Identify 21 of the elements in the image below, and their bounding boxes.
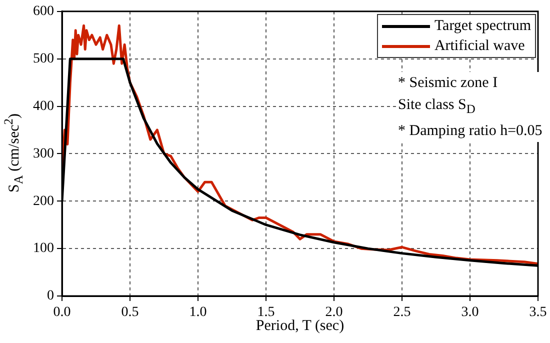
x-axis-title: Period, T (sec) <box>256 318 344 334</box>
x-tick-label: 2.5 <box>393 305 411 320</box>
x-tick-label: 1.5 <box>257 305 275 320</box>
x-tick-label: 2.0 <box>325 305 343 320</box>
x-tick-label: 1.0 <box>189 305 207 320</box>
legend-label: Artificial wave <box>434 38 525 54</box>
annotation: * Damping ratio h=0.05 <box>398 122 542 141</box>
x-tick-label: 3.0 <box>461 305 479 320</box>
y-tick-label: 0 <box>47 288 54 304</box>
x-tick-label: 0.5 <box>121 305 139 320</box>
legend-label: Target spectrum <box>434 18 531 34</box>
y-tick-label: 200 <box>33 194 54 209</box>
x-tick-label: 3.5 <box>529 305 547 320</box>
y-tick-label: 100 <box>33 241 54 256</box>
y-tick-label: 600 <box>33 4 54 20</box>
annotation: Site class S$_{D}$ <box>398 96 476 118</box>
y-tick-label: 500 <box>33 52 54 67</box>
y-tick-label: 400 <box>33 98 54 114</box>
x-tick-label: 0.0 <box>53 305 71 320</box>
y-tick-label: 300 <box>33 146 54 162</box>
annotation: * Seismic zone I <box>398 74 499 93</box>
